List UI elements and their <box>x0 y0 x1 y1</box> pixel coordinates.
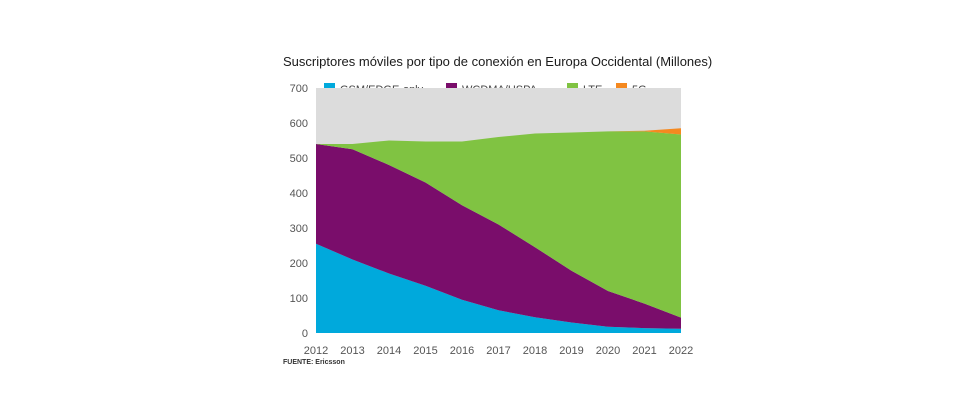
chart-title: Suscriptores móviles por tipo de conexió… <box>283 54 713 69</box>
x-tick-label: 2020 <box>596 345 620 357</box>
x-tick-label: 2018 <box>523 345 547 357</box>
y-tick-label: 0 <box>302 328 308 340</box>
source-note: FUENTE: Ericsson <box>283 359 345 366</box>
x-tick-label: 2012 <box>304 345 328 357</box>
x-tick-label: 2014 <box>377 345 401 357</box>
area-series-lte <box>316 131 681 318</box>
x-tick-label: 2022 <box>669 345 693 357</box>
y-tick-label: 500 <box>290 153 308 165</box>
y-tick-label: 600 <box>290 118 308 130</box>
x-tick-label: 2017 <box>486 345 510 357</box>
y-tick-label: 400 <box>290 188 308 200</box>
x-tick-label: 2013 <box>340 345 364 357</box>
y-tick-label: 300 <box>290 223 308 235</box>
x-tick-label: 2015 <box>413 345 437 357</box>
x-axis: 2012 2013 2014 2015 2016 2017 2018 2019 2020 2021… <box>304 345 693 357</box>
x-tick-label: 2016 <box>450 345 474 357</box>
area-series-wcdma-hspa <box>316 144 681 329</box>
y-tick-label: 100 <box>290 293 308 305</box>
area-series-gsm-edge-only <box>316 243 681 333</box>
x-tick-label: 2021 <box>632 345 656 357</box>
y-axis: 0 100 200 300 400 500 600 700 <box>290 83 308 340</box>
series-areas <box>316 128 681 333</box>
y-tick-label: 200 <box>290 258 308 270</box>
y-tick-label: 700 <box>290 83 308 95</box>
x-tick-label: 2019 <box>559 345 583 357</box>
